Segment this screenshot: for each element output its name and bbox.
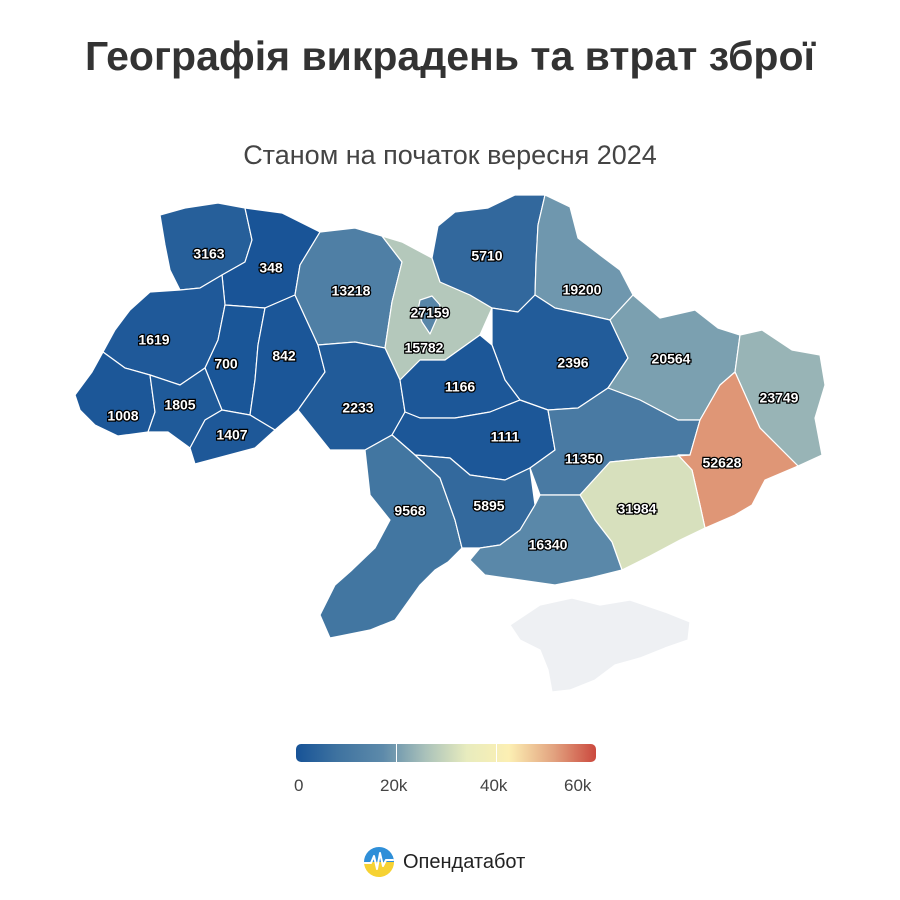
region-value-labels: 3163 348 1619 700 842 1008 1805 1407 132… <box>106 244 800 554</box>
legend-label-40k: 40k <box>480 776 508 795</box>
opendatabot-logo-icon <box>364 847 394 877</box>
value-label-sumy: 19200 <box>563 282 602 298</box>
value-label-odesa: 9568 <box>394 503 425 519</box>
region-chernivtsi[interactable] <box>189 409 276 465</box>
region-kyiv-city[interactable] <box>417 295 441 335</box>
value-label-poltava: 2396 <box>557 355 588 371</box>
value-label-dnipropetrovsk: 11350 <box>565 451 603 467</box>
value-label-kirovohrad: 1111 <box>491 429 520 445</box>
value-label-kherson: 16340 <box>529 537 568 553</box>
legend-tick-mark <box>496 744 497 762</box>
value-label-vinnytsia: 2233 <box>342 400 373 416</box>
value-label-ternopil: 700 <box>214 356 238 372</box>
value-label-donetsk: 52628 <box>703 455 742 471</box>
regions-layer <box>74 194 826 693</box>
brand-footer[interactable]: Опендатабот <box>363 846 525 878</box>
value-label-mykolaiv: 5895 <box>473 498 504 514</box>
value-label-kharkiv: 20564 <box>652 351 691 367</box>
region-crimea <box>509 597 691 693</box>
legend-label-60k: 60k <box>564 776 592 795</box>
value-label-zhytomyr: 13218 <box>332 283 371 299</box>
value-label-zakarpattia: 1008 <box>107 408 138 424</box>
region-sumy[interactable] <box>534 194 634 321</box>
value-label-zaporizhzhia: 31984 <box>618 501 657 517</box>
legend-label-0: 0 <box>294 776 304 795</box>
value-label-chernivtsi: 1407 <box>216 427 247 443</box>
brand-name: Опендатабот <box>403 850 526 873</box>
legend-tick-mark <box>396 744 397 762</box>
value-label-rivne: 348 <box>259 260 283 276</box>
legend-label-20k: 20k <box>380 776 408 795</box>
value-label-ivano-frankivsk: 1805 <box>164 397 195 413</box>
value-label-chernihiv: 5710 <box>471 248 502 264</box>
region-kherson[interactable] <box>469 494 623 586</box>
value-label-kyiv-city: 27159 <box>411 305 450 321</box>
map-subtitle: Станом на початок вересня 2024 <box>243 140 657 170</box>
legend-color-scale <box>296 744 596 762</box>
value-label-kyiv-oblast: 15782 <box>405 340 444 356</box>
value-label-khmelnytskyi: 842 <box>272 348 296 364</box>
value-label-luhansk: 23749 <box>760 390 799 406</box>
value-label-lviv: 1619 <box>138 332 169 348</box>
value-label-volyn: 3163 <box>193 246 224 262</box>
map-title: Географія викрадень та втрат зброї <box>84 33 816 79</box>
value-label-cherkasy: 1166 <box>445 379 476 395</box>
